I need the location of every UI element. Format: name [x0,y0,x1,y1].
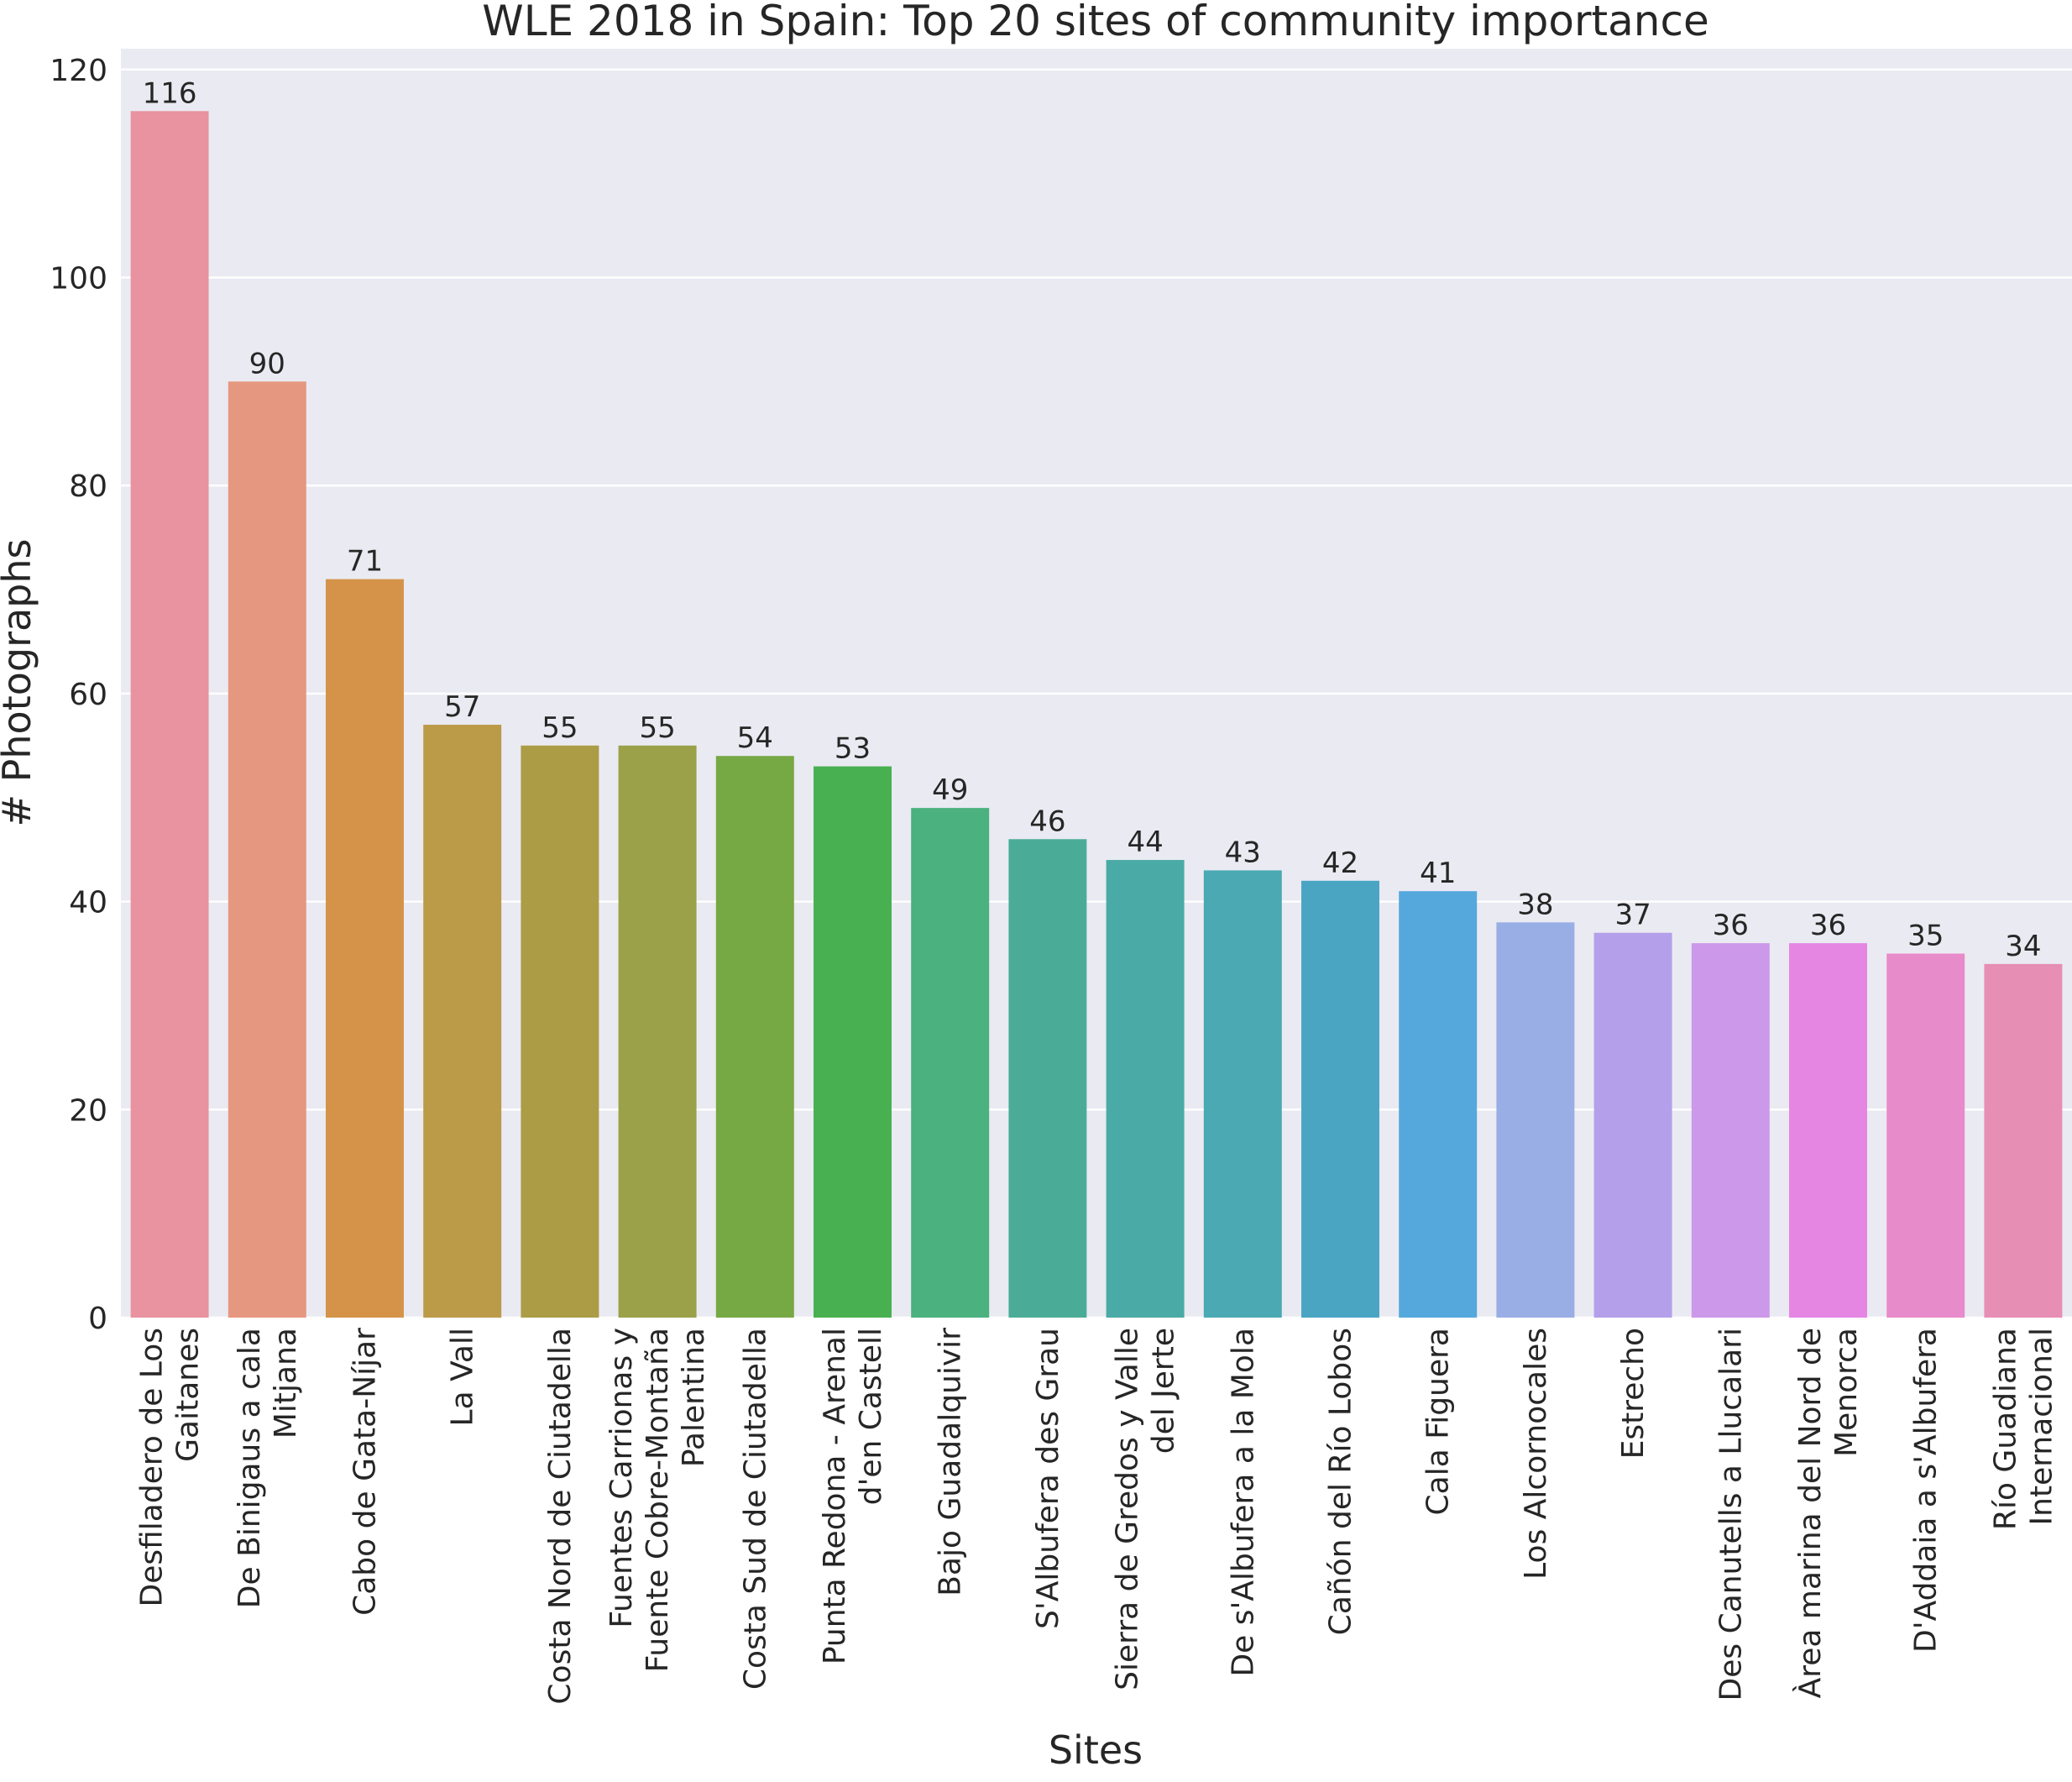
bar-value-label: 116 [143,76,197,110]
x-tick-label: Desfiladero de Los [135,1328,170,1607]
x-tick-label: Costa Nord de Ciutadella [543,1328,578,1705]
bar-value-label: 34 [2005,930,2041,963]
bar-value-label: 49 [932,773,968,807]
bar [1008,839,1087,1318]
bar [1496,922,1575,1318]
chart-title: WLE 2018 in Spain: Top 20 sites of commu… [482,0,1708,45]
bars [130,111,2063,1318]
bar-value-label: 36 [1713,909,1749,942]
bar [1789,943,1867,1318]
x-tick-label: Estrecho [1616,1328,1651,1459]
x-tick-label: del Jerte [1147,1328,1181,1454]
bar-value-label: 54 [737,721,773,755]
bar-value-label: 55 [639,711,675,745]
x-tick-label: La Vall [446,1328,480,1426]
x-tick-label: Fuente Cobre-Montaña [641,1328,675,1672]
bar-value-label: 36 [1810,909,1846,942]
x-tick-label: Mitjana [269,1328,303,1439]
bar [326,579,404,1318]
bar-value-label: 41 [1420,857,1456,890]
x-tick-label: D'Addaia a s'Albufera [1909,1328,1944,1653]
y-tick-label: 40 [69,886,107,920]
x-tick-label: d'en Castell [854,1328,888,1505]
bar [521,745,599,1318]
x-tick-label: Punta Redona - Arenal [818,1328,852,1664]
bar [228,381,306,1318]
plot-background [121,49,2072,1318]
x-tick-label: Menorca [1829,1328,1864,1457]
bar [1106,860,1185,1318]
x-tick-label: Fuentes Carrionas y [604,1328,639,1628]
bar-value-label: 71 [347,545,383,579]
bar [1984,963,2063,1318]
y-tick-label: 120 [50,54,107,88]
bar [1301,880,1379,1318]
y-tick-labels: 0 20 40 60 80 100 120 [50,54,107,1336]
x-tick-label: Sierra de Gredos y Valle [1111,1328,1145,1690]
x-tick-label: Los Alcornocales [1519,1328,1553,1580]
y-tick-label: 20 [69,1093,107,1128]
bar-value-label: 55 [542,711,578,745]
x-tick-label: Cabo de Gata-Níjar [348,1328,383,1616]
y-tick-label: 0 [88,1302,107,1336]
x-tick-label: Costa Sud de Ciutadella [738,1328,772,1690]
x-tick-label: Cañón del Río Lobos [1324,1328,1358,1635]
x-tick-label: De Binigaus a cala [233,1328,267,1608]
bar [130,111,209,1318]
bar [423,725,502,1318]
y-axis-label: # Photographs [0,538,39,826]
x-tick-label: S'Albufera des Grau [1031,1328,1065,1629]
bar-value-label: 44 [1127,825,1163,859]
x-tick-label: Internacional [2024,1328,2059,1525]
bar [618,745,697,1318]
x-tick-labels: Desfiladero de Los Gaitanes De Binigaus a … [135,1328,2059,1705]
bar-value-label: 37 [1614,899,1651,932]
x-tick-label: De s'Albufera a la Mola [1226,1328,1260,1677]
bar-value-label: 90 [249,347,285,380]
bar [1399,891,1478,1318]
bar [814,766,892,1318]
x-tick-label: Gaitanes [171,1328,206,1462]
bar-value-label: 35 [1907,920,1944,953]
x-axis-label: Sites [1049,1727,1143,1773]
x-tick-label: Palentina [677,1328,711,1467]
bar [715,756,794,1318]
x-tick-label: Des Canutells a Llucalari [1714,1328,1748,1701]
x-tick-label: Río Guadiana [1988,1328,2022,1530]
bar-value-label: 38 [1517,888,1553,921]
y-tick-label: 100 [50,261,107,296]
bar [1886,953,1965,1318]
y-tick-label: 80 [69,469,107,504]
bar-value-label: 42 [1322,846,1358,880]
bar-value-labels: 116 90 71 57 55 55 54 53 49 46 44 43 42 41 38 37 36 36 35 3… [143,76,2042,963]
y-tick-label: 60 [69,678,107,712]
x-tick-label: Àrea marina del Nord de [1792,1328,1828,1698]
bar-value-label: 43 [1225,836,1261,869]
bar [1593,932,1672,1318]
bar-value-label: 53 [835,732,871,766]
bar-value-label: 57 [444,690,480,724]
bar-value-label: 46 [1029,805,1065,838]
x-tick-label: Cala Figuera [1421,1328,1456,1515]
bar [911,808,990,1318]
bar [1203,870,1282,1318]
x-tick-label: Bajo Guadalquivir [934,1328,968,1596]
bar [1691,943,1770,1318]
